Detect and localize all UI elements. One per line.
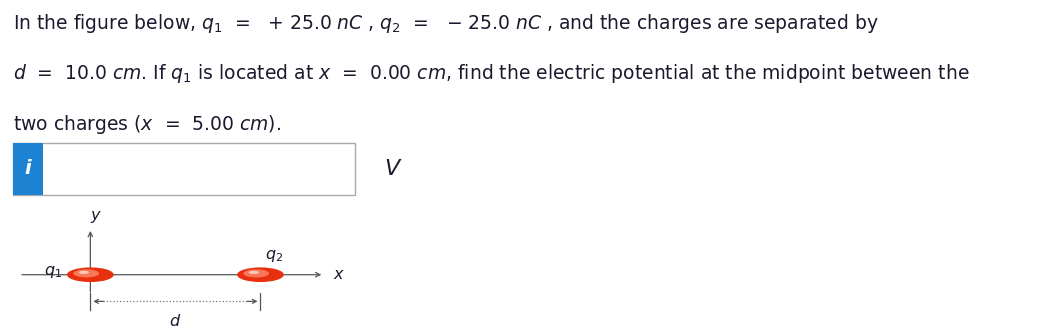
Bar [13, 143, 43, 195]
Text: $V$: $V$ [384, 159, 402, 179]
Circle shape [243, 269, 269, 277]
Text: $q_2$: $q_2$ [265, 248, 283, 264]
Text: $d$: $d$ [169, 313, 182, 329]
Circle shape [73, 269, 99, 277]
Circle shape [237, 267, 284, 282]
Circle shape [67, 267, 114, 282]
Text: i: i [24, 160, 31, 178]
Text: In the figure below, $q_1$  =   + 25.0 $nC$ , $q_2$  =   − 25.0 $nC$ , and the c: In the figure below, $q_1$ = + 25.0 $nC$… [13, 12, 878, 35]
Text: $d$  =  10.0 $cm$. If $q_1$ is located at $x$  =  0.00 $cm$, find the electric p: $d$ = 10.0 $cm$. If $q_1$ is located at … [13, 62, 969, 85]
Circle shape [249, 271, 259, 274]
Text: $y$: $y$ [89, 209, 102, 225]
Text: $x$: $x$ [333, 267, 344, 282]
Circle shape [79, 271, 89, 274]
Text: $q_1$: $q_1$ [44, 264, 62, 280]
Text: two charges ($x$  =  5.00 $cm$).: two charges ($x$ = 5.00 $cm$). [13, 113, 281, 136]
Bar [13, 143, 355, 195]
